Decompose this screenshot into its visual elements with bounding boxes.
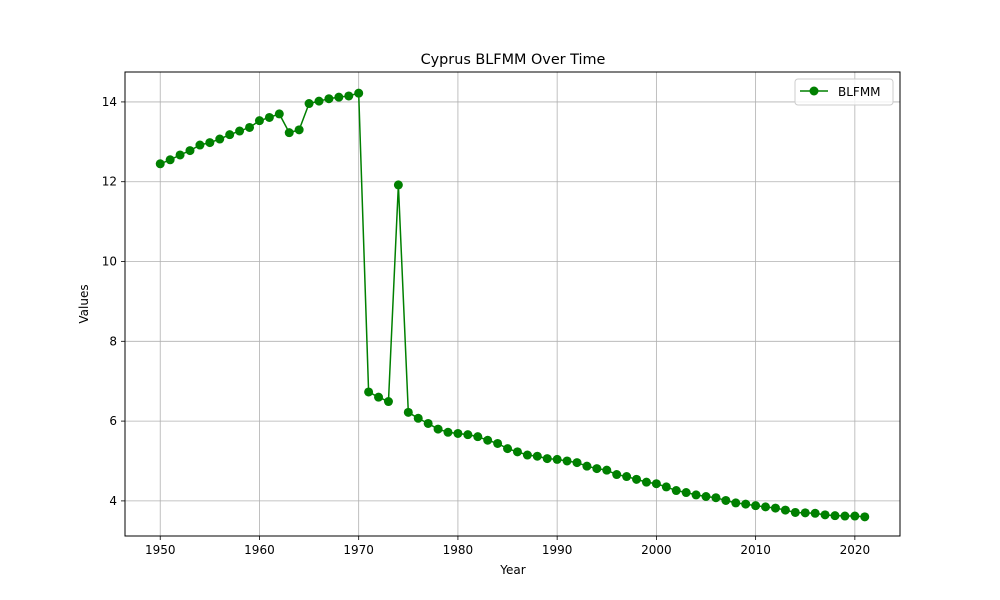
data-point <box>354 88 364 98</box>
data-point <box>383 397 393 407</box>
data-point <box>175 150 185 160</box>
data-point <box>215 134 225 144</box>
y-tick-label: 8 <box>109 334 117 348</box>
data-point <box>294 125 304 135</box>
data-point <box>364 387 374 397</box>
data-point <box>225 130 235 140</box>
data-point <box>641 477 651 487</box>
x-axis-title: Year <box>499 563 525 577</box>
grid <box>125 72 900 536</box>
y-tick-label: 6 <box>109 414 117 428</box>
plot-area-frame <box>124 71 901 537</box>
data-point <box>413 413 423 423</box>
x-tick-label: 2010 <box>740 543 771 557</box>
data-point <box>661 482 671 492</box>
y-tick-label: 14 <box>102 95 117 109</box>
data-point <box>830 511 840 521</box>
chart-title: Cyprus BLFMM Over Time <box>421 52 606 68</box>
data-point <box>403 407 413 417</box>
data-point <box>721 495 731 505</box>
data-point <box>205 138 215 148</box>
data-point <box>245 122 255 132</box>
legend-label: BLFMM <box>838 85 881 99</box>
data-point <box>572 458 582 468</box>
data-point <box>602 465 612 475</box>
legend-box <box>794 78 894 106</box>
data-point <box>820 510 830 520</box>
data-point <box>770 503 780 513</box>
data-point <box>493 438 503 448</box>
data-point <box>632 474 642 484</box>
data-point <box>612 470 622 480</box>
data-point <box>840 511 850 521</box>
x-tick-label: 2020 <box>840 543 871 557</box>
data-point <box>264 112 274 122</box>
data-point <box>592 464 602 474</box>
data-point <box>542 454 552 464</box>
data-point <box>681 488 691 498</box>
x-tick-label: 1970 <box>343 543 374 557</box>
data-point <box>433 424 443 434</box>
data-point <box>165 155 175 165</box>
data-point <box>731 498 741 508</box>
x-tick-label: 1960 <box>244 543 275 557</box>
data-point <box>562 456 572 466</box>
data-point <box>393 180 403 190</box>
data-point <box>691 490 701 500</box>
data-point <box>671 486 681 496</box>
y-tick-label: 12 <box>102 175 117 189</box>
data-point <box>751 501 761 511</box>
data-point <box>850 511 860 521</box>
data-point <box>344 91 354 101</box>
data-point <box>522 450 532 460</box>
y-tick-label: 4 <box>109 494 117 508</box>
data-point <box>503 444 513 454</box>
series-layer <box>155 88 870 522</box>
data-point <box>284 128 294 138</box>
data-point <box>800 508 810 518</box>
data-point <box>324 94 334 104</box>
x-tick-label: 1950 <box>145 543 176 557</box>
x-tick-label: 2000 <box>641 543 672 557</box>
data-point <box>453 428 463 438</box>
data-point <box>235 126 245 136</box>
data-point <box>274 109 284 119</box>
data-point <box>463 430 473 440</box>
data-point <box>195 140 205 150</box>
data-point <box>532 451 542 461</box>
data-point <box>512 447 522 457</box>
data-point <box>334 92 344 102</box>
y-axis-title: Values <box>77 284 91 323</box>
legend: BLFMM <box>794 78 894 106</box>
data-point <box>443 427 453 437</box>
axis-ticks: 1950 1960 1970 1980 1990 2000 2010 2020 4 6 8 10 12 1… <box>102 95 870 557</box>
data-point <box>622 472 632 482</box>
data-point <box>790 507 800 517</box>
data-point <box>761 502 771 512</box>
data-point <box>185 146 195 156</box>
data-point <box>423 418 433 428</box>
x-tick-label: 1980 <box>443 543 474 557</box>
data-point <box>810 508 820 518</box>
data-point <box>651 479 661 489</box>
legend-marker-swatch <box>809 86 819 96</box>
data-point <box>473 432 483 442</box>
series-line <box>159 92 865 518</box>
data-point <box>155 159 165 169</box>
data-point <box>711 493 721 503</box>
x-tick-label: 1990 <box>542 543 573 557</box>
data-point <box>254 116 264 126</box>
data-point <box>374 392 384 402</box>
data-point <box>780 505 790 515</box>
y-tick-label: 10 <box>102 255 117 269</box>
data-point <box>582 461 592 471</box>
data-point <box>314 96 324 106</box>
data-point <box>701 492 711 502</box>
data-point <box>483 435 493 445</box>
data-point <box>860 512 870 522</box>
data-point <box>304 99 314 109</box>
data-point <box>552 454 562 464</box>
data-point <box>741 499 751 509</box>
